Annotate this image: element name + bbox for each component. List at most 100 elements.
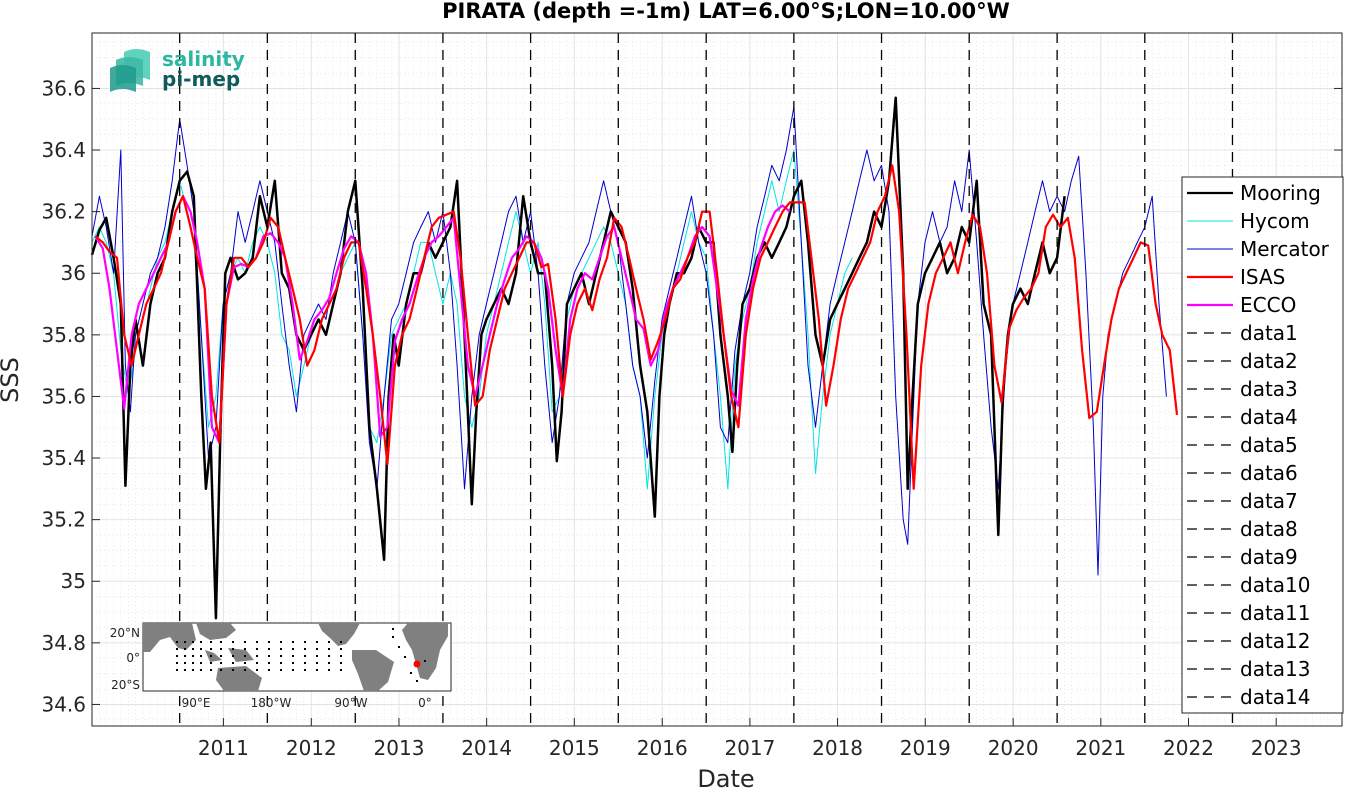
legend-label: Hycom [1240, 209, 1310, 233]
buoy-marker [268, 669, 270, 671]
legend-item-data8: data8 [1187, 517, 1298, 541]
y-tick-label: 34.6 [41, 692, 86, 716]
legend-item-mercator: Mercator [1187, 237, 1330, 261]
x-tick-label: 2015 [549, 736, 600, 760]
legend-label: data7 [1240, 489, 1298, 513]
mooring-array-markers [176, 628, 426, 682]
salinity-pi-mep-logo: salinity pi-mep [110, 47, 245, 92]
y-tick-label: 36.2 [41, 200, 86, 224]
buoy-marker [192, 662, 194, 664]
inset-lat-label-north: 20°N [110, 626, 140, 640]
buoy-marker [200, 655, 202, 657]
buoy-marker [220, 662, 222, 664]
buoy-marker [192, 648, 194, 650]
legend-item-data1: data1 [1187, 321, 1298, 345]
buoy-marker [244, 662, 246, 664]
buoy-marker [316, 648, 318, 650]
legend: Mooring Hycom Mercator ISAS ECCO data1 data2 da… [1181, 176, 1344, 714]
buoy-marker [316, 655, 318, 657]
x-axis-title: Date [697, 765, 754, 790]
buoy-marker [210, 669, 212, 671]
legend-item-data13: data13 [1187, 657, 1311, 681]
y-tick-label: 35.4 [41, 446, 86, 470]
y-tick-label: 36.6 [41, 76, 86, 100]
buoy-marker [200, 669, 202, 671]
buoy-marker [220, 655, 222, 657]
legend-item-ecco: ECCO [1187, 293, 1296, 317]
buoy-marker [256, 669, 258, 671]
chart-title: PIRATA (depth =-1m) LAT=6.00°S;LON=10.00… [442, 0, 1010, 23]
legend-label: data3 [1240, 377, 1298, 401]
legend-label: ECCO [1240, 293, 1296, 317]
buoy-marker [244, 648, 246, 650]
buoy-marker [184, 648, 186, 650]
buoy-marker [192, 641, 194, 643]
legend-item-data12: data12 [1187, 629, 1311, 653]
buoy-marker [232, 669, 234, 671]
buoy-marker [176, 662, 178, 664]
buoy-marker [316, 662, 318, 664]
buoy-marker [176, 641, 178, 643]
buoy-marker [232, 648, 234, 650]
inset-lon-label-180w: 180°W [251, 696, 292, 710]
legend-label: data1 [1240, 321, 1298, 345]
y-tick-label: 36.4 [41, 138, 86, 162]
y-tick-label: 36 [61, 261, 86, 285]
legend-item-hycom: Hycom [1187, 209, 1310, 233]
y-tick-label: 34.8 [41, 631, 86, 655]
buoy-marker [398, 646, 400, 648]
x-tick-label: 2013 [374, 736, 425, 760]
buoy-marker [232, 655, 234, 657]
buoy-marker [392, 628, 394, 630]
buoy-marker [404, 656, 406, 658]
buoy-marker [280, 641, 282, 643]
buoy-marker [424, 660, 426, 662]
legend-item-data6: data6 [1187, 461, 1298, 485]
buoy-marker [392, 636, 394, 638]
buoy-marker [340, 641, 342, 643]
legend-item-isas: ISAS [1187, 265, 1285, 289]
legend-label: data12 [1240, 629, 1311, 653]
y-tick-label: 35.8 [41, 323, 86, 347]
buoy-marker [268, 641, 270, 643]
buoy-marker [304, 662, 306, 664]
x-tick-label: 2020 [988, 736, 1039, 760]
buoy-marker [316, 641, 318, 643]
buoy-marker [210, 662, 212, 664]
legend-label: data9 [1240, 545, 1298, 569]
x-tick-label: 2012 [286, 736, 337, 760]
legend-item-mooring: Mooring [1187, 181, 1321, 205]
legend-label: data11 [1240, 601, 1311, 625]
buoy-marker [304, 648, 306, 650]
x-tick-label: 2017 [724, 736, 775, 760]
buoy-marker [292, 669, 294, 671]
land-masses [143, 623, 448, 691]
major-grid [92, 33, 1342, 726]
buoy-marker [268, 655, 270, 657]
buoy-marker [210, 648, 212, 650]
buoy-marker [416, 680, 418, 682]
buoy-marker [328, 655, 330, 657]
wave-logo-icon [110, 49, 150, 92]
legend-item-data14: data14 [1187, 685, 1311, 709]
buoy-marker [292, 662, 294, 664]
buoy-marker [176, 669, 178, 671]
x-tick-label: 2019 [900, 736, 951, 760]
buoy-marker [328, 669, 330, 671]
buoy-marker [316, 669, 318, 671]
mooring-location-marker [413, 660, 421, 668]
y-axis-title: SSS [0, 357, 24, 403]
buoy-marker [176, 648, 178, 650]
legend-item-data9: data9 [1187, 545, 1298, 569]
buoy-marker [304, 655, 306, 657]
y-axis: 34.6 34.8 35 35.2 35.4 35.6 35.8 36 36.2 36.4 36.6 [41, 76, 1342, 716]
buoy-marker [292, 641, 294, 643]
legend-label: data14 [1240, 685, 1311, 709]
buoy-marker [328, 641, 330, 643]
x-tick-label: 2018 [812, 736, 863, 760]
buoy-marker [200, 662, 202, 664]
buoy-marker [280, 669, 282, 671]
buoy-marker [280, 662, 282, 664]
buoy-marker [340, 655, 342, 657]
